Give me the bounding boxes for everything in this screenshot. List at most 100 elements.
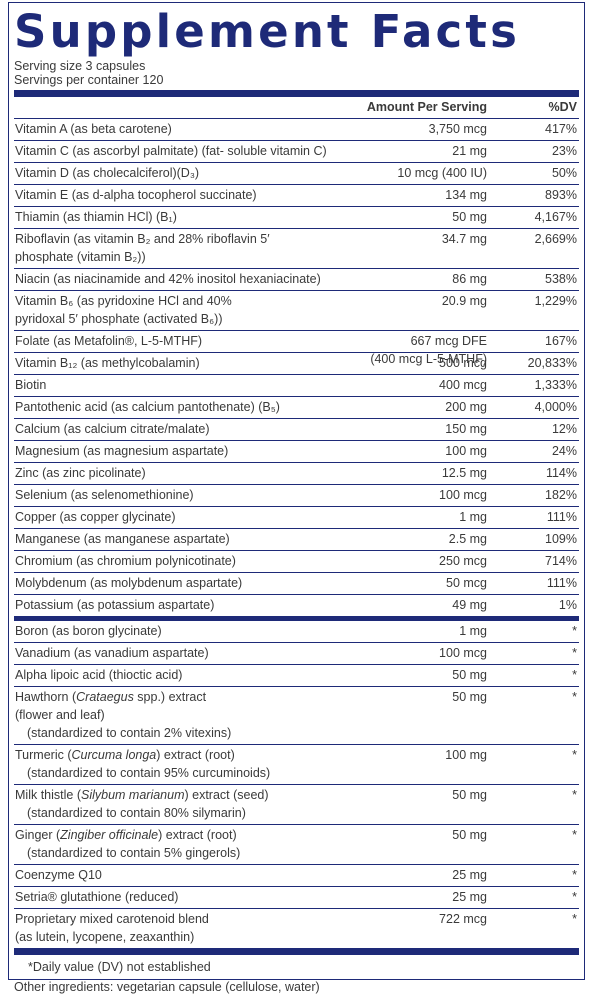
text: Milk thistle ( [15, 788, 81, 802]
name-line: Vitamin D (as cholecalciferol)(D₃) [15, 164, 579, 182]
daily-value: 417% [545, 122, 577, 136]
italic-text: Zingiber officinale [60, 828, 159, 842]
amount-text: 50 mg [452, 690, 487, 704]
text: (flower and leaf) [15, 708, 105, 722]
name-line: phosphate (vitamin B₂)) [15, 248, 579, 266]
amount: 2.5 mg [449, 530, 487, 548]
nutrient-row: Proprietary mixed carotenoid blend (as lu… [14, 909, 579, 948]
amount-text: 34.7 mg [441, 232, 487, 246]
nutrient-name: Biotin [14, 376, 579, 394]
text: Calcium (as calcium citrate/malate) [15, 422, 210, 436]
amount-text: 100 mg [445, 444, 487, 458]
name-line: Potassium (as potassium aspartate) [15, 596, 579, 614]
nutrient-name: Magnesium (as magnesium aspartate) [14, 442, 579, 460]
nutrient-row: Vitamin C (as ascorbyl palmitate) (fat- … [14, 141, 579, 163]
text: ) extract (seed) [184, 788, 269, 802]
nutrient-name: Boron (as boron glycinate) [14, 622, 579, 640]
amount: 50 mg [452, 666, 487, 684]
name-line: Boron (as boron glycinate) [15, 622, 579, 640]
amount-text: 200 mg [445, 400, 487, 414]
amount-text: 100 mg [445, 748, 487, 762]
amount: 50 mg [452, 208, 487, 226]
name-line: Alpha lipoic acid (thioctic acid) [15, 666, 579, 684]
nutrient-name: Setria® glutathione (reduced) [14, 888, 579, 906]
daily-value: 24% [551, 444, 577, 458]
nutrient-name: Vitamin E (as d-alpha tocopherol succina… [14, 186, 579, 204]
text: (standardized to contain 2% vitexins) [27, 726, 232, 740]
text: (standardized to contain 95% curcuminoid… [27, 766, 271, 780]
nutrient-name: Zinc (as zinc picolinate) [14, 464, 579, 482]
daily-value: 167% [545, 334, 577, 348]
amount: 12.5 mg [442, 464, 487, 482]
amount-text: 10 mcg (400 IU) [397, 166, 487, 180]
daily-value: * [572, 690, 577, 704]
amount-text: 1 mg [459, 510, 487, 524]
amount: 50 mcg [446, 574, 487, 592]
nutrient-name: Hawthorn (Crataegus spp.) extract (flower… [14, 688, 579, 742]
amount: 100 mg [445, 442, 487, 460]
amount-line: 667 mcg DFE [410, 334, 487, 348]
amount: 200 mg [445, 398, 487, 416]
nutrient-name: Milk thistle (Silybum marianum) extract … [14, 786, 579, 822]
amount-text: 49 mg [452, 598, 487, 612]
nutrient-row: Chromium (as chromium polynicotinate) 250… [14, 551, 579, 573]
text: Turmeric ( [15, 748, 72, 762]
name-line: Vitamin B₁₂ (as methylcobalamin) [15, 354, 579, 372]
nutrient-name: Copper (as copper glycinate) [14, 508, 579, 526]
nutrient-row: Niacin (as niacinamide and 42% inositol … [14, 269, 579, 291]
amount-text: 1 mg [459, 624, 487, 638]
daily-value: 1,229% [534, 294, 577, 308]
nutrient-name: Selenium (as selenomethionine) [14, 486, 579, 504]
name-line: Milk thistle (Silybum marianum) extract … [15, 786, 579, 804]
amount: 250 mcg [439, 552, 487, 570]
amount-text: 25 mg [452, 868, 487, 882]
name-line: Calcium (as calcium citrate/malate) [15, 420, 579, 438]
name-line: Vitamin E (as d-alpha tocopherol succina… [15, 186, 579, 204]
daily-value: 109% [545, 532, 577, 546]
amount: 100 mg [445, 746, 487, 764]
nutrient-name: Calcium (as calcium citrate/malate) [14, 420, 579, 438]
nutrient-name: Chromium (as chromium polynicotinate) [14, 552, 579, 570]
amount: 3,750 mcg [429, 120, 487, 138]
name-line: Copper (as copper glycinate) [15, 508, 579, 526]
text: Vitamin D (as cholecalciferol)(D₃) [15, 166, 200, 180]
amount-text: 21 mg [452, 144, 487, 158]
daily-value: 1% [558, 598, 577, 612]
name-line: (standardized to contain 80% silymarin) [15, 804, 579, 822]
amount-text: 50 mg [452, 788, 487, 802]
text: Vitamin A (as beta carotene) [15, 122, 172, 136]
daily-value: 714% [545, 554, 577, 568]
nutrient-row: Vitamin E (as d-alpha tocopherol succina… [14, 185, 579, 207]
text: Copper (as copper glycinate) [15, 510, 176, 524]
name-line: Molybdenum (as molybdenum aspartate) [15, 574, 579, 592]
text: Hawthorn ( [15, 690, 77, 704]
name-line: Niacin (as niacinamide and 42% inositol … [15, 270, 579, 288]
daily-value: * [572, 668, 577, 682]
name-line: (standardized to contain 2% vitexins) [15, 724, 579, 742]
nutrient-name: Coenzyme Q10 [14, 866, 579, 884]
name-line: Riboflavin (as vitamin B₂ and 28% ribofl… [15, 230, 579, 248]
nutrient-row: Manganese (as manganese aspartate) 2.5 mg… [14, 529, 579, 551]
name-line: Vitamin C (as ascorbyl palmitate) (fat- … [15, 142, 579, 160]
text: ) extract (root) [156, 748, 235, 762]
nutrient-name: Folate (as Metafolin®, L-5-MTHF) [14, 332, 579, 350]
nutrient-name: Manganese (as manganese aspartate) [14, 530, 579, 548]
amount-text: 250 mcg [439, 554, 487, 568]
text: Chromium (as chromium polynicotinate) [15, 554, 236, 568]
amount-text: 50 mg [452, 668, 487, 682]
nutrient-name: Turmeric (Curcuma longa) extract (root) (… [14, 746, 579, 782]
name-line: Manganese (as manganese aspartate) [15, 530, 579, 548]
nutrient-name: Vitamin A (as beta carotene) [14, 120, 579, 138]
daily-value: * [572, 828, 577, 842]
amount: 86 mg [452, 270, 487, 288]
text: Vitamin C (as ascorbyl palmitate) (fat- … [15, 144, 327, 158]
text: Zinc (as zinc picolinate) [15, 466, 146, 480]
amount-text: 12.5 mg [441, 466, 487, 480]
header-row: Amount Per Serving %DV [14, 97, 579, 119]
amount-text: 134 mg [445, 188, 487, 202]
name-line: Vitamin B₆ (as pyridoxine HCl and 40% [15, 292, 579, 310]
nutrient-name: Vitamin D (as cholecalciferol)(D₃) [14, 164, 579, 182]
nutrient-name: Niacin (as niacinamide and 42% inositol … [14, 270, 579, 288]
name-line: Selenium (as selenomethionine) [15, 486, 579, 504]
